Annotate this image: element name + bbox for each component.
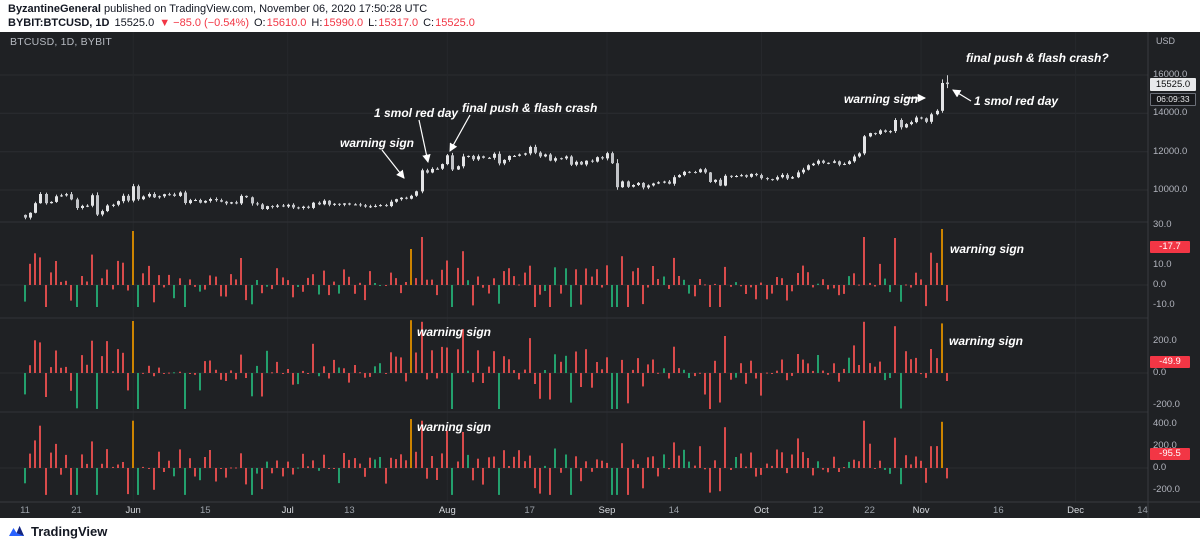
time-axis-day-label: 17 xyxy=(524,505,535,516)
indicator-tick-label: 200.0 xyxy=(1153,335,1177,346)
open-label: O: xyxy=(254,17,266,29)
low-label: L: xyxy=(368,17,378,29)
price-change: ▼ −85.0 (−0.54%) xyxy=(159,17,249,29)
price-tick-label: 16000.0 xyxy=(1153,69,1188,80)
publish-timestamp: published on TradingView.com, November 0… xyxy=(103,3,428,15)
chart-annotation: final push & flash crash? xyxy=(966,51,1109,65)
time-axis-month-label: Sep xyxy=(598,505,616,516)
time-axis-month-label: Jun xyxy=(125,505,141,516)
bar-countdown-badge: 06:09:33 xyxy=(1150,93,1196,106)
high-value: 15990.0 xyxy=(323,17,364,29)
indicator-tick-label: 10.0 xyxy=(1153,259,1172,270)
chart-annotation: warning sign xyxy=(417,325,492,339)
time-axis-day-label: 14 xyxy=(668,505,680,516)
tradingview-brand-text[interactable]: TradingView xyxy=(31,523,108,539)
time-axis-day-label: 15 xyxy=(199,505,211,516)
indicator-tick-label: 0.0 xyxy=(1153,462,1167,473)
time-axis-day-label: 16 xyxy=(993,505,1004,516)
annotation-arrow xyxy=(381,149,405,179)
annotation-arrow xyxy=(952,89,972,102)
annotation-arrow xyxy=(418,119,431,164)
indicator-tick-label: -10.0 xyxy=(1153,299,1175,310)
price-tick-label: 10000.0 xyxy=(1153,184,1188,195)
chart-annotation: warning sign xyxy=(950,242,1025,256)
chart-annotation: 1 smol red day xyxy=(974,94,1059,108)
chart-annotation: warning sign xyxy=(949,334,1024,348)
time-axis-month-label: Aug xyxy=(438,505,456,516)
indicator-tick-label: -200.0 xyxy=(1153,484,1180,495)
indicator-tick-label: 400.0 xyxy=(1153,418,1177,429)
publish-info: ByzantineGeneral published on TradingVie… xyxy=(8,2,1200,16)
price-tick-label: 12000.0 xyxy=(1153,145,1188,157)
time-axis-day-label: 14 xyxy=(1137,505,1148,516)
chart-annotation: warning sign xyxy=(417,420,492,434)
close-value: 15525.0 xyxy=(435,17,475,29)
tradingview-logo-icon[interactable] xyxy=(8,524,25,539)
indicator-tick-label: 30.0 xyxy=(1153,219,1172,230)
chart-annotation: warning sign xyxy=(844,92,919,106)
indicator3-value-badge: -95.5 xyxy=(1150,448,1190,460)
time-axis-day-label: 13 xyxy=(344,505,355,516)
indicator-histogram-p1 xyxy=(24,229,948,307)
chart-annotation: final push & flash crash xyxy=(462,101,598,115)
chart-annotation: warning sign xyxy=(340,136,415,150)
indicator2-value-badge: -49.9 xyxy=(1150,356,1190,368)
indicator-tick-label: -200.0 xyxy=(1153,399,1180,410)
price-axis-unit: USD xyxy=(1156,36,1176,46)
time-axis-month-label: Nov xyxy=(912,505,930,516)
symbol-interval-label: BYBIT:BTCUSD, 1D xyxy=(8,17,110,29)
tradingview-footer: TradingView xyxy=(0,518,1200,544)
chart-annotation: 1 smol red day xyxy=(374,106,459,120)
indicator-histogram-p3 xyxy=(24,419,948,495)
symbol-line: BYBIT:BTCUSD, 1D 15525.0 ▼ −85.0 (−0.54%… xyxy=(8,16,1200,30)
indicator-histogram-p2 xyxy=(24,320,948,409)
time-axis-day-label: 21 xyxy=(71,505,82,516)
high-label: H: xyxy=(311,17,323,29)
time-axis-month-label: Jul xyxy=(281,505,294,516)
low-value: 15317.0 xyxy=(378,17,419,29)
indicator-tick-label: 0.0 xyxy=(1153,279,1167,290)
last-price: 15525.0 xyxy=(114,17,155,29)
price-tick-label: 14000.0 xyxy=(1153,107,1188,119)
candlestick-series xyxy=(24,75,949,220)
time-axis-month-label: Oct xyxy=(754,505,769,516)
open-value: 15610.0 xyxy=(266,17,307,29)
time-axis-day-label: 22 xyxy=(864,505,875,516)
time-axis-month-label: Dec xyxy=(1067,505,1085,516)
author-name: ByzantineGeneral xyxy=(8,3,101,15)
indicator1-value-badge: -17.7 xyxy=(1150,241,1190,253)
chart-legend: BTCUSD, 1D, BYBIT xyxy=(10,36,113,48)
indicator-tick-label: 0.0 xyxy=(1153,367,1167,378)
time-axis-day-label: 11 xyxy=(20,505,30,516)
indicator-tick-label: 200.0 xyxy=(1153,440,1177,451)
last-price-axis-badge: 15525.0 xyxy=(1150,78,1196,91)
publish-header: ByzantineGeneral published on TradingVie… xyxy=(0,0,1200,32)
annotation-arrow xyxy=(449,114,471,152)
time-axis-day-label: 12 xyxy=(812,505,824,516)
close-label: C: xyxy=(423,17,435,29)
